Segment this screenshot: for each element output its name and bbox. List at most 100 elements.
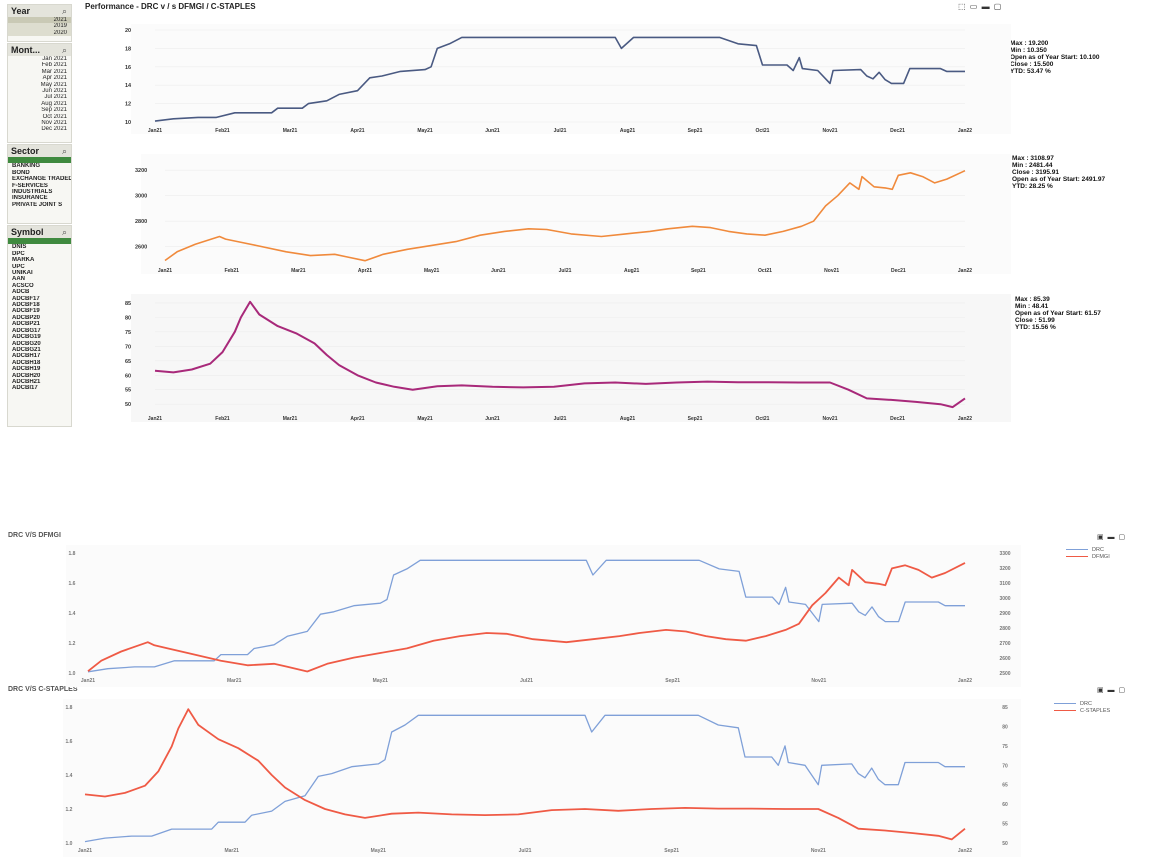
legend-swatch: [1066, 549, 1088, 551]
symbol-filter-item[interactable]: ADCBF17: [12, 295, 40, 302]
symbol-filter-item[interactable]: ADCBG20: [12, 340, 41, 347]
sector-filter-item[interactable]: BOND: [12, 169, 30, 176]
x-tick-label: Sep21: [665, 678, 680, 684]
month-filter-item[interactable]: Nov 2021: [41, 120, 67, 127]
month-filter-item[interactable]: Jul 2021: [44, 94, 67, 101]
x-tick-label: Jan22: [958, 416, 972, 422]
legend-label: DRC: [1092, 547, 1104, 553]
x-tick-label: Jul21: [520, 678, 533, 684]
symbol-filter-item[interactable]: ADCBH17: [12, 353, 41, 360]
symbol-filter-item[interactable]: ADCBF18: [12, 302, 40, 309]
y-tick-label: 70: [125, 344, 131, 350]
y-tick-label: 2700: [999, 641, 1010, 647]
symbol-filter-item[interactable]: ADCBH20: [12, 372, 41, 379]
symbol-filter-item[interactable]: ADCBH21: [12, 378, 41, 385]
y-tick-label: 18: [125, 46, 131, 52]
x-tick-label: Apr21: [350, 128, 364, 134]
symbol-filter-item[interactable]: ACSCO: [12, 282, 34, 289]
sector-filter-item[interactable]: CONSUMER: [8, 157, 71, 164]
symbol-filter-item[interactable]: ADCBF19: [12, 308, 40, 315]
month-filter-item[interactable]: Oct 2021: [42, 113, 67, 120]
symbol-filter-item[interactable]: ADCBG21: [12, 346, 41, 353]
sector-filter-item[interactable]: INDUSTRIALS: [12, 189, 53, 196]
stat-line: Max : 19.200: [1010, 40, 1049, 47]
x-tick-label: Oct21: [756, 416, 770, 422]
stat-line: Min : 48.41: [1015, 303, 1049, 310]
year-filter-item[interactable]: 2020: [8, 29, 71, 37]
x-tick-label: Nov21: [811, 678, 826, 684]
y-tick-label: 55: [125, 388, 131, 394]
lower-chart-2-controls-icon[interactable]: ▣ ▬ ▢: [1097, 687, 1127, 694]
x-tick-label: Feb21: [215, 128, 230, 134]
symbol-filter-item[interactable]: UNIKAI: [12, 270, 33, 277]
x-tick-label: Jan22: [958, 268, 972, 274]
symbol-filter-item[interactable]: ADCBH18: [12, 359, 41, 366]
sector-filter-item[interactable]: F-SERVICES: [12, 182, 48, 189]
month-filter-item[interactable]: Apr 2021: [42, 75, 67, 82]
year-filter[interactable]: Year ⌕ 2021 2019 2020: [7, 4, 72, 42]
chart-background: [141, 154, 1011, 274]
legend-swatch: [1054, 703, 1076, 705]
symbol-filter-item[interactable]: DNIS: [12, 244, 27, 251]
legend-label: DFMGI: [1092, 554, 1110, 560]
month-filter-item[interactable]: Dec 2021: [41, 126, 67, 133]
search-icon[interactable]: ⌕: [61, 45, 68, 55]
search-icon[interactable]: ⌕: [61, 6, 68, 16]
legend-swatch: [1066, 556, 1088, 558]
stat-line: Max : 3108.97: [1012, 155, 1054, 162]
y-tick-label: 2600: [135, 245, 147, 251]
lower-chart-1-controls-icon[interactable]: ▣ ▬ ▢: [1097, 534, 1127, 541]
sector-filter-item[interactable]: EXCHANGE TRADED: [12, 176, 71, 183]
sector-filter-item[interactable]: BANKING: [12, 163, 40, 170]
series-line: [154, 36, 965, 122]
symbol-filter-item[interactable]: ADCBG17: [12, 327, 41, 334]
x-tick-label: Jun21: [485, 416, 500, 422]
symbol-filter-item[interactable]: ADCBP20: [12, 314, 41, 321]
stat-line: Open as of Year Start: 61.57: [1015, 310, 1101, 317]
stat-line: Close : 51.99: [1015, 317, 1055, 324]
symbol-filter-item[interactable]: ADCB: [12, 289, 30, 296]
page-title: Performance - DRC v / s DFMGI / C-STAPLE…: [85, 2, 256, 11]
sector-filter-item[interactable]: PRIVATE JOINT S: [12, 201, 63, 208]
month-filter-header: Mont... ⌕: [8, 44, 71, 56]
window-controls-icon[interactable]: ⬚ ▭ ▬ ▢: [958, 2, 1003, 11]
y-tick-label: 1.4: [69, 611, 76, 617]
y-tick-label: 85: [125, 301, 131, 307]
month-filter-item[interactable]: May 2021: [40, 81, 67, 88]
search-icon[interactable]: ⌕: [61, 227, 68, 237]
symbol-filter-item[interactable]: UPC: [12, 263, 25, 270]
month-filter-item[interactable]: Feb 2021: [41, 62, 67, 69]
symbol-filter-item[interactable]: ADCBP21: [12, 321, 41, 328]
sector-filter-item[interactable]: INSURANCE: [12, 195, 48, 202]
symbol-filter-item[interactable]: DPC: [12, 250, 25, 257]
month-filter-item[interactable]: Mar 2021: [41, 68, 67, 75]
symbol-filter-item[interactable]: DRC: [8, 238, 71, 245]
symbol-filter-item[interactable]: ADCBI17: [12, 385, 38, 392]
symbol-filter-item[interactable]: ADCBH19: [12, 366, 41, 373]
y-tick-label: 1.2: [66, 807, 73, 813]
symbol-filter[interactable]: Symbol ⌕ DRC DNIS DPC MARKA UPC UNIKAI AAN ACSCO…: [7, 225, 72, 427]
y-tick-label: 14: [125, 83, 132, 89]
symbol-filter-item[interactable]: MARKA: [12, 257, 35, 264]
chart-background: [66, 545, 1021, 687]
y-tick-label: 50: [1002, 841, 1008, 847]
month-filter-item[interactable]: Jun 2021: [42, 88, 67, 95]
year-filter-item[interactable]: 2021: [8, 17, 71, 24]
y-tick-label: 16: [125, 65, 131, 71]
y-tick-label: 1.8: [66, 705, 73, 711]
year-filter-header: Year ⌕: [8, 5, 71, 17]
symbol-filter-item[interactable]: AAN: [12, 276, 25, 283]
x-tick-label: Apr21: [358, 268, 372, 274]
month-filter-item[interactable]: Aug 2021: [41, 100, 67, 107]
stat-line: Close : 3195.91: [1012, 169, 1059, 176]
search-icon[interactable]: ⌕: [61, 146, 68, 156]
month-filter[interactable]: Mont... ⌕ Jan 2021 Feb 2021 Mar 2021 Apr 202…: [7, 43, 72, 143]
month-filter-item[interactable]: Jan 2021: [42, 56, 67, 62]
month-filter-item[interactable]: Sep 2021: [41, 107, 67, 114]
y-tick-label: 1.0: [69, 671, 76, 677]
year-filter-item[interactable]: 2019: [8, 23, 71, 30]
sector-filter[interactable]: Sector ⌕ CONSUMER BANKING BOND EXCHANGE TRAD…: [7, 144, 72, 224]
y-tick-label: 85: [1002, 705, 1008, 711]
x-tick-label: Feb21: [224, 268, 239, 274]
symbol-filter-item[interactable]: ADCBG19: [12, 334, 41, 341]
